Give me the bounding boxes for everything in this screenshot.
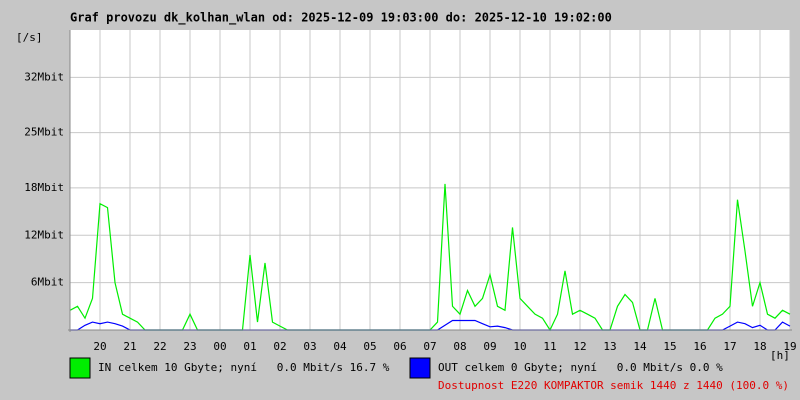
x-tick-label: 04 [333,340,347,353]
x-tick-label: 02 [273,340,286,353]
availability: Dostupnost E220 KOMPAKTOR semik 1440 z 1… [438,379,789,392]
x-tick-label: 05 [363,340,376,353]
x-tick-label: 17 [723,340,736,353]
legend-swatch [69,357,91,379]
y-tick-label: 6Mbit [31,276,64,289]
x-tick-label: 16 [693,340,706,353]
x-tick-label: 06 [393,340,406,353]
x-tick-label: 15 [663,340,676,353]
x-tick-label: 13 [603,340,616,353]
x-tick-label: 18 [753,340,766,353]
y-tick-label: 12Mbit [24,228,64,241]
legend-label: OUT celkem 0 Gbyte; nyní 0.0 Mbit/s 0.0 … [438,361,723,374]
x-tick-label: 21 [123,340,136,353]
y-unit: [/s] [16,31,43,44]
y-tick-label: 18Mbit [24,181,64,194]
x-tick-label: 03 [303,340,316,353]
x-tick-label: 10 [513,340,526,353]
y-tick-label: 32Mbit [24,70,64,83]
x-tick-label: 23 [183,340,196,353]
x-tick-label: 11 [543,340,556,353]
x-tick-label: 22 [153,340,166,353]
x-tick-label: 08 [453,340,466,353]
x-tick-label: 09 [483,340,496,353]
x-tick-label: 19 [783,340,796,353]
x-tick-label: 07 [423,340,436,353]
x-tick-label: 20 [93,340,106,353]
x-tick-label: 00 [213,340,226,353]
x-tick-label: 12 [573,340,586,353]
chart-title: Graf provozu dk_kolhan_wlan od: 2025-12-… [70,11,612,26]
x-unit: [h] [770,349,790,362]
y-tick-label: 25Mbit [24,126,64,139]
legend-swatch [409,357,431,379]
x-tick-label: 01 [243,340,256,353]
legend-label: IN celkem 10 Gbyte; nyní 0.0 Mbit/s 16.7… [98,361,390,374]
x-tick-label: 14 [633,340,647,353]
